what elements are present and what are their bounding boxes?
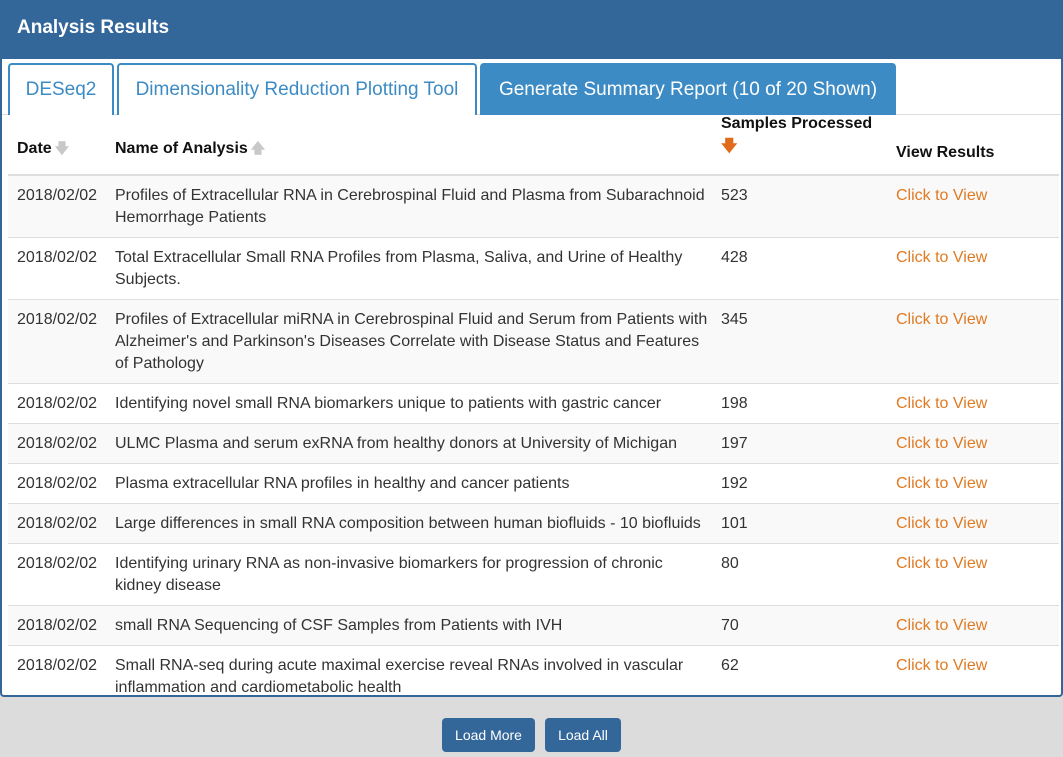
arrow-down-icon[interactable]: 🡇: [54, 140, 70, 156]
cell-view: Click to View: [887, 463, 1059, 504]
table-row: 2018/02/02 Identifying novel small RNA bi…: [8, 383, 1059, 424]
click-to-view-link[interactable]: Click to View: [896, 657, 988, 674]
cell-name: Plasma extracellular RNA profiles in hea…: [106, 463, 712, 504]
cell-view: Click to View: [887, 645, 1059, 708]
column-header-date[interactable]: Date 🡇: [8, 115, 106, 176]
cell-view: Click to View: [887, 543, 1059, 606]
cell-samples: 523: [712, 175, 887, 238]
cell-name: ULMC Plasma and serum exRNA from healthy…: [106, 423, 712, 464]
cell-samples: 62: [712, 645, 887, 708]
cell-view: Click to View: [887, 299, 1059, 384]
cell-name: Total Extracellular Small RNA Profiles f…: [106, 237, 712, 300]
cell-date: 2018/02/02: [8, 423, 106, 464]
cell-view: Click to View: [887, 605, 1059, 646]
cell-samples: 428: [712, 237, 887, 300]
click-to-view-link[interactable]: Click to View: [896, 617, 988, 634]
arrow-up-icon[interactable]: 🡅: [250, 140, 266, 156]
cell-samples: 345: [712, 299, 887, 384]
table-row: 2018/02/02 Identifying urinary RNA as non…: [8, 543, 1059, 606]
cell-date: 2018/02/02: [8, 383, 106, 424]
cell-view: Click to View: [887, 503, 1059, 544]
table-row: 2018/02/02 Plasma extracellular RNA profi…: [8, 463, 1059, 504]
tab-summary-report[interactable]: Generate Summary Report (10 of 20 Shown): [480, 63, 896, 115]
click-to-view-link[interactable]: Click to View: [896, 555, 988, 572]
cell-view: Click to View: [887, 175, 1059, 238]
click-to-view-link[interactable]: Click to View: [896, 395, 988, 412]
table-row: 2018/02/02 Large differences in small RNA…: [8, 503, 1059, 544]
column-header-name-label: Name of Analysis: [115, 140, 248, 157]
load-all-button[interactable]: Load All: [545, 718, 621, 752]
tab-deseq2[interactable]: DESeq2: [8, 63, 114, 115]
cell-view: Click to View: [887, 423, 1059, 464]
tab-bar: DESeq2 Dimensionality Reduction Plotting…: [2, 59, 1061, 115]
cell-view: Click to View: [887, 237, 1059, 300]
click-to-view-link[interactable]: Click to View: [896, 187, 988, 204]
cell-date: 2018/02/02: [8, 299, 106, 384]
table-row: 2018/02/02 Profiles of Extracellular RNA …: [8, 175, 1059, 238]
cell-date: 2018/02/02: [8, 645, 106, 708]
click-to-view-link[interactable]: Click to View: [896, 311, 988, 328]
cell-date: 2018/02/02: [8, 543, 106, 606]
cell-samples: 198: [712, 383, 887, 424]
table-row: 2018/02/02 small RNA Sequencing of CSF Sa…: [8, 605, 1059, 646]
cell-name: Small RNA-seq during acute maximal exerc…: [106, 645, 712, 708]
cell-samples: 101: [712, 503, 887, 544]
click-to-view-link[interactable]: Click to View: [896, 475, 988, 492]
cell-date: 2018/02/02: [8, 175, 106, 238]
cell-date: 2018/02/02: [8, 605, 106, 646]
arrow-down-icon[interactable]: 🡇: [721, 138, 738, 155]
table-row: 2018/02/02 Profiles of Extracellular miRN…: [8, 299, 1059, 384]
column-header-date-label: Date: [17, 140, 52, 157]
table-row: 2018/02/02 Small RNA-seq during acute max…: [8, 645, 1059, 708]
column-header-samples[interactable]: Samples Processed 🡇: [712, 115, 887, 176]
column-header-samples-label: Samples Processed: [721, 115, 873, 132]
cell-samples: 70: [712, 605, 887, 646]
cell-samples: 197: [712, 423, 887, 464]
cell-name: Profiles of Extracellular RNA in Cerebro…: [106, 175, 712, 238]
click-to-view-link[interactable]: Click to View: [896, 515, 988, 532]
column-header-view: View Results: [887, 115, 1059, 176]
click-to-view-link[interactable]: Click to View: [896, 249, 988, 266]
analysis-table: Date 🡇 Name of Analysis 🡅 Samples Processe…: [8, 115, 1059, 708]
cell-date: 2018/02/02: [8, 503, 106, 544]
cell-view: Click to View: [887, 383, 1059, 424]
cell-samples: 192: [712, 463, 887, 504]
tab-dimensionality-reduction[interactable]: Dimensionality Reduction Plotting Tool: [117, 63, 477, 115]
click-to-view-link[interactable]: Click to View: [896, 435, 988, 452]
analysis-results-panel: Analysis Results DESeq2 Dimensionality R…: [0, 0, 1063, 708]
cell-name: Identifying urinary RNA as non-invasive …: [106, 543, 712, 606]
cell-date: 2018/02/02: [8, 463, 106, 504]
cell-name: Profiles of Extracellular miRNA in Cereb…: [106, 299, 712, 384]
load-more-button[interactable]: Load More: [442, 718, 535, 752]
column-header-name[interactable]: Name of Analysis 🡅: [106, 115, 712, 176]
table-header-row: Date 🡇 Name of Analysis 🡅 Samples Processe…: [8, 115, 1059, 176]
cell-name: Identifying novel small RNA biomarkers u…: [106, 383, 712, 424]
cell-date: 2018/02/02: [8, 237, 106, 300]
cell-name: Large differences in small RNA compositi…: [106, 503, 712, 544]
panel-title: Analysis Results: [0, 0, 1063, 59]
cell-name: small RNA Sequencing of CSF Samples from…: [106, 605, 712, 646]
table-row: 2018/02/02 ULMC Plasma and serum exRNA fr…: [8, 423, 1059, 464]
table-row: 2018/02/02 Total Extracellular Small RNA …: [8, 237, 1059, 300]
cell-samples: 80: [712, 543, 887, 606]
